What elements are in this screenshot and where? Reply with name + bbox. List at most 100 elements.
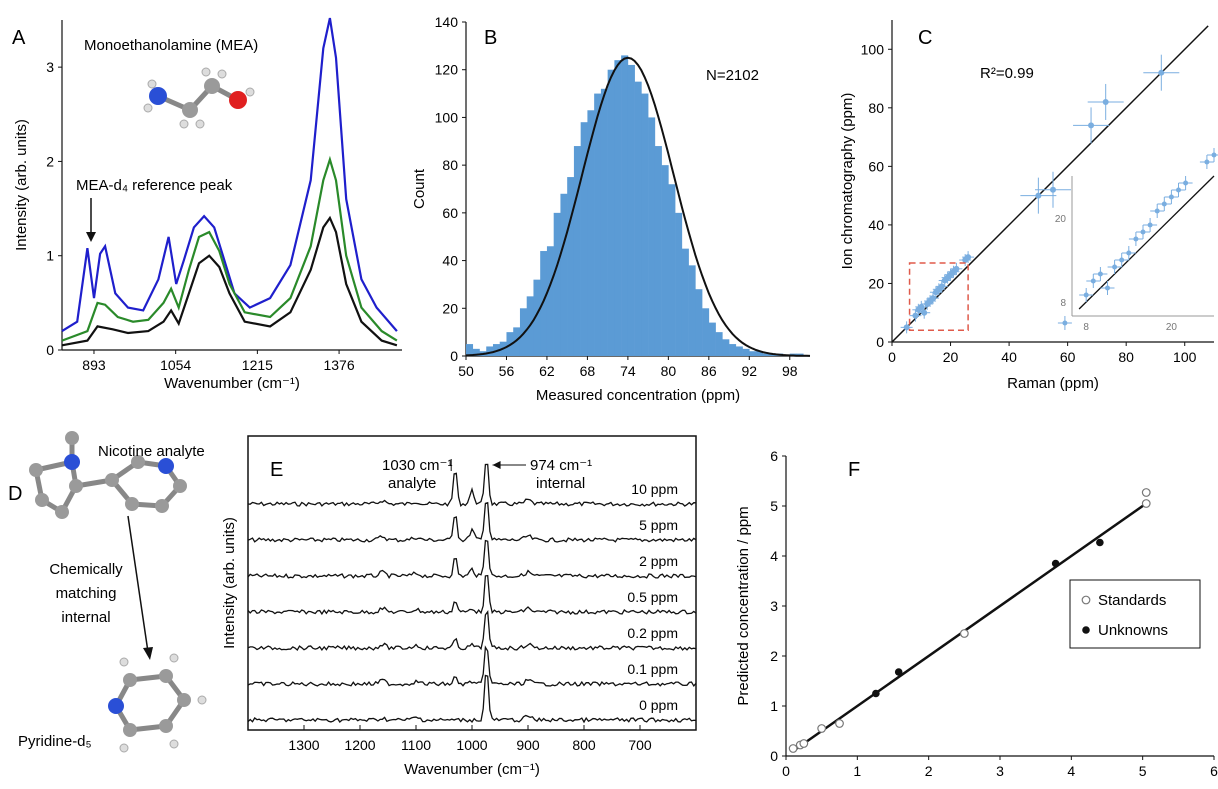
inset-data-point — [1176, 187, 1181, 193]
histogram-bar — [546, 246, 554, 356]
x-tick-label: 40 — [1001, 349, 1017, 365]
histogram-bar — [729, 344, 737, 356]
x-tick-label: 60 — [1060, 349, 1076, 365]
histogram-bar — [580, 122, 588, 356]
spectrum-trace — [247, 501, 697, 543]
x-tick-label: 1200 — [344, 737, 375, 753]
histogram-bar — [560, 193, 568, 356]
y-tick-label: 0 — [450, 348, 458, 364]
inset-data-point — [1140, 229, 1146, 235]
data-point-unknown — [1051, 559, 1060, 568]
histogram-bar — [722, 339, 730, 356]
panel-letter-b: B — [484, 27, 497, 49]
x-tick-label: 1 — [853, 763, 861, 779]
histogram-bar — [540, 251, 548, 356]
histogram-bar — [715, 332, 723, 356]
y-tick-label: 60 — [868, 158, 884, 174]
data-point — [965, 254, 972, 261]
x-tick-label: 1100 — [401, 737, 431, 753]
x-tick-label: 80 — [1118, 349, 1134, 365]
histogram-bar — [749, 351, 757, 356]
histogram-bar — [661, 165, 669, 356]
inset-data-point — [1133, 236, 1139, 242]
histogram-bar — [641, 93, 649, 357]
x-tick-label: 5 — [1139, 763, 1147, 779]
data-point — [938, 283, 945, 290]
trace-label: 0.2 ppm — [627, 625, 678, 641]
panel-e-annot-right-2: internal — [536, 475, 585, 492]
panel-d-label-mid-2: matching — [56, 585, 117, 602]
x-tick-label: 86 — [701, 363, 717, 379]
x-tick-label: 1000 — [456, 737, 487, 753]
histogram-bar — [702, 308, 710, 356]
arrow-icon — [127, 515, 153, 660]
inset-data-point — [1112, 264, 1118, 270]
legend-label: Standards — [1098, 592, 1166, 609]
inset-data-point — [1062, 320, 1068, 326]
panel-c-annotation: R²=0.99 — [980, 65, 1034, 82]
inset-data-point — [1097, 271, 1103, 277]
y-tick-label: 3 — [46, 59, 54, 75]
y-tick-label: 5 — [770, 498, 778, 514]
panel-f: 0 1 2 3 4 5 6 0 1 2 3 4 5 6 Actual concentration / ppm… — [735, 448, 1218, 789]
inset-data-point — [1083, 292, 1089, 298]
x-tick-label: 1054 — [160, 357, 191, 373]
inset-data-point — [1090, 278, 1096, 284]
y-axis-label: Intensity (arb. units) — [221, 517, 238, 649]
x-axis-label: Actual concentration / ppm — [911, 787, 1089, 789]
x-tick-label: 6 — [1210, 763, 1218, 779]
y-tick-label: 0 — [876, 334, 884, 350]
x-tick-label: 0 — [782, 763, 790, 779]
data-point-standard — [959, 629, 969, 638]
zoom-box — [908, 262, 969, 332]
y-tick-label: 80 — [868, 100, 884, 116]
histogram-bar — [681, 248, 689, 356]
panel-letter-a: A — [12, 27, 26, 49]
spectrum-trace — [247, 539, 697, 579]
trace-label: 2 ppm — [639, 553, 678, 569]
data-point — [1158, 69, 1165, 76]
histogram-bar — [688, 265, 696, 356]
y-tick-label: 1 — [46, 248, 54, 264]
inset-data-point — [1126, 250, 1132, 256]
x-tick-label: 74 — [620, 363, 636, 379]
data-point — [921, 309, 928, 316]
y-axis-label: Intensity (arb. units) — [13, 119, 30, 251]
histogram-bar — [742, 348, 750, 356]
x-tick-label: 3 — [996, 763, 1004, 779]
panel-d-label-mid-1: Chemically — [49, 561, 123, 578]
y-tick-label: 1 — [770, 698, 778, 714]
y-tick-label: 6 — [770, 448, 778, 464]
spectrum-trace — [247, 674, 697, 724]
panel-d-label-mid-3: internal — [61, 609, 110, 626]
y-tick-label: 120 — [435, 62, 459, 78]
x-axis-label: Raman (ppm) — [1007, 375, 1099, 392]
histogram-bar — [634, 81, 642, 357]
x-axis-label: Measured concentration (ppm) — [536, 387, 740, 404]
x-tick-label: 893 — [82, 357, 106, 373]
panel-e-annot-left-2: analyte — [388, 475, 436, 492]
trace-label: 0.5 ppm — [627, 589, 678, 605]
y-tick-label: 20 — [442, 300, 458, 316]
panel-letter-f: F — [848, 459, 860, 481]
x-tick-label: 56 — [499, 363, 515, 379]
pyridine-molecule-icon — [108, 653, 207, 753]
histogram-bar — [621, 55, 629, 357]
spectrum-line-3 — [61, 215, 398, 347]
y-tick-label: 100 — [861, 41, 885, 57]
inset-data-point — [1154, 208, 1160, 214]
legend-box — [1069, 579, 1201, 649]
histogram-bar — [756, 351, 764, 356]
x-tick-label: 700 — [628, 737, 652, 753]
y-tick-label: 80 — [442, 157, 458, 173]
data-point — [918, 303, 925, 310]
panel-a-annotation: MEA-d₄ reference peak — [76, 177, 233, 194]
inset-x-tick-label: 8 — [1083, 322, 1089, 333]
panel-a: 893 1054 1215 1376 0 1 2 3 Wavenumber (cm⁻¹) Inte… — [13, 17, 402, 392]
spectrum-trace — [247, 574, 697, 616]
legend-label: Unknowns — [1098, 622, 1168, 639]
y-axis-label: Ion chromatography (ppm) — [839, 93, 856, 270]
histogram-bar — [513, 327, 521, 356]
data-point-standard — [817, 724, 827, 733]
